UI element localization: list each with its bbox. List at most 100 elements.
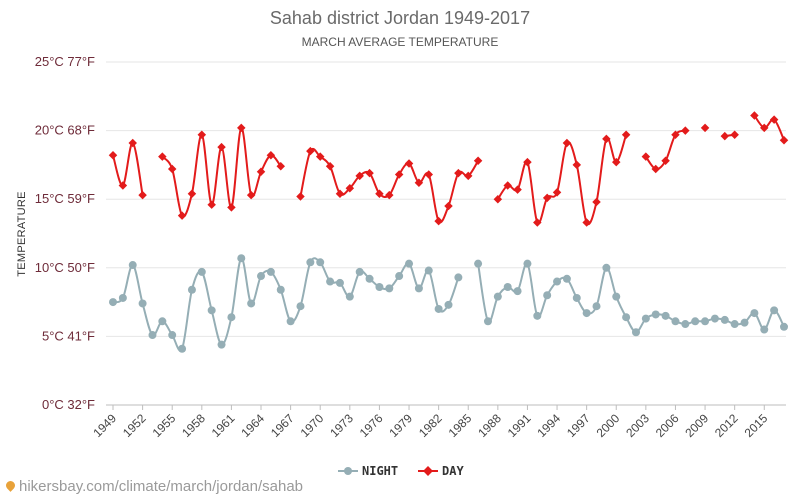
data-point-night — [582, 309, 591, 318]
data-point-day — [779, 135, 789, 145]
data-point-day — [276, 162, 285, 171]
data-point-night — [168, 331, 177, 340]
x-tick-label: 2000 — [594, 411, 623, 440]
data-point-night — [622, 313, 631, 322]
data-point-night — [641, 314, 650, 323]
data-point-day — [118, 181, 128, 190]
data-point-day — [562, 138, 572, 148]
x-tick-label: 1994 — [534, 411, 563, 440]
legend-marker-day — [423, 466, 433, 476]
data-point-night — [710, 314, 719, 323]
y-tick-label: 25°C 77°F — [35, 54, 95, 69]
data-point-night — [474, 259, 483, 268]
data-point-night — [572, 293, 581, 302]
data-point-night — [434, 304, 443, 313]
data-point-night — [770, 306, 779, 315]
chart-title: Sahab district Jordan 1949-2017 — [270, 8, 530, 28]
data-point-day — [730, 130, 739, 139]
data-point-night — [533, 311, 542, 320]
data-point-night — [217, 340, 226, 349]
data-point-day — [108, 151, 118, 160]
y-tick-label: 10°C 50°F — [35, 260, 95, 275]
y-axis-title: TEMPERATURE — [16, 191, 28, 277]
data-point-night — [780, 322, 788, 331]
x-axis: 1949 1952 1955 1958 1961 1964 1967 1970 1973 1976… — [90, 405, 771, 440]
legend-label-night: NIGHT — [362, 464, 398, 478]
x-tick-label: 1976 — [357, 411, 386, 440]
x-tick-label: 1979 — [386, 411, 415, 440]
series-line-day — [497, 134, 628, 225]
grid — [106, 61, 786, 406]
data-point-night — [414, 284, 423, 293]
data-point-night — [365, 274, 374, 283]
data-point-night — [730, 320, 739, 329]
data-point-day — [256, 167, 266, 177]
data-point-day — [355, 171, 364, 181]
data-point-day — [542, 193, 552, 203]
data-point-night — [424, 266, 433, 275]
data-point-day — [621, 130, 631, 139]
data-point-day — [720, 131, 730, 141]
data-point-night — [109, 298, 117, 307]
data-point-night — [454, 273, 463, 282]
data-point-day — [227, 203, 236, 212]
data-point-night — [592, 302, 601, 311]
data-point-day — [365, 168, 374, 178]
data-point-night — [375, 283, 384, 292]
data-point-day — [552, 188, 562, 197]
data-point-day — [325, 162, 335, 171]
data-point-day — [394, 170, 404, 179]
x-tick-label: 2006 — [653, 411, 682, 440]
x-tick-label: 1961 — [209, 411, 238, 440]
x-tick-label: 1970 — [298, 411, 327, 440]
data-point-day — [582, 218, 591, 227]
data-point-day — [572, 160, 582, 170]
x-tick-label: 1997 — [564, 411, 593, 440]
footer[interactable]: hikersbay.com/climate/march/jordan/sahab — [4, 478, 304, 495]
data-point-night — [187, 285, 196, 294]
data-point-night — [740, 318, 749, 327]
data-point-night — [513, 287, 522, 296]
data-point-day — [404, 159, 414, 168]
x-tick-label: 1955 — [150, 411, 179, 440]
data-point-day — [197, 130, 207, 139]
data-point-night — [651, 310, 660, 319]
x-tick-label: 2012 — [712, 411, 741, 440]
data-point-night — [523, 259, 532, 268]
chart-subtitle: MARCH AVERAGE TEMPERATURE — [302, 35, 499, 49]
series-night — [109, 254, 788, 353]
data-point-day — [335, 189, 345, 198]
data-point-night — [681, 320, 690, 329]
x-tick-label: 1982 — [416, 411, 445, 440]
footer-url: hikersbay.com/climate/march/jordan/sahab — [19, 478, 304, 495]
data-point-day — [434, 216, 443, 226]
data-point-day — [187, 189, 197, 198]
data-point-day — [503, 181, 512, 190]
data-point-night — [543, 291, 552, 300]
series-layer — [108, 111, 789, 353]
data-point-night — [118, 293, 127, 302]
data-point-night — [266, 267, 275, 276]
x-tick-label: 1964 — [238, 411, 267, 440]
data-point-night — [207, 306, 216, 315]
data-point-night — [158, 317, 167, 326]
y-axis: 0°C 32°F 5°C 41°F 10°C 50°F 15°C 59°F 20°C 6… — [35, 54, 95, 412]
data-point-night — [296, 302, 305, 311]
series-line-night — [477, 262, 785, 334]
data-point-night — [691, 317, 700, 326]
data-point-night — [345, 292, 354, 301]
data-point-night — [178, 344, 187, 353]
data-point-day — [454, 168, 463, 178]
data-point-night — [227, 313, 236, 322]
data-point-day — [463, 171, 473, 181]
data-point-night — [355, 267, 364, 276]
x-tick-label: 1949 — [90, 411, 119, 440]
data-point-night — [483, 317, 492, 326]
x-tick-label: 1958 — [179, 411, 208, 440]
data-point-night — [286, 317, 295, 326]
series-line-day — [112, 141, 144, 196]
legend-item-day[interactable]: DAY — [418, 464, 464, 478]
data-point-day — [177, 211, 187, 220]
legend-item-night[interactable]: NIGHT — [338, 464, 398, 478]
